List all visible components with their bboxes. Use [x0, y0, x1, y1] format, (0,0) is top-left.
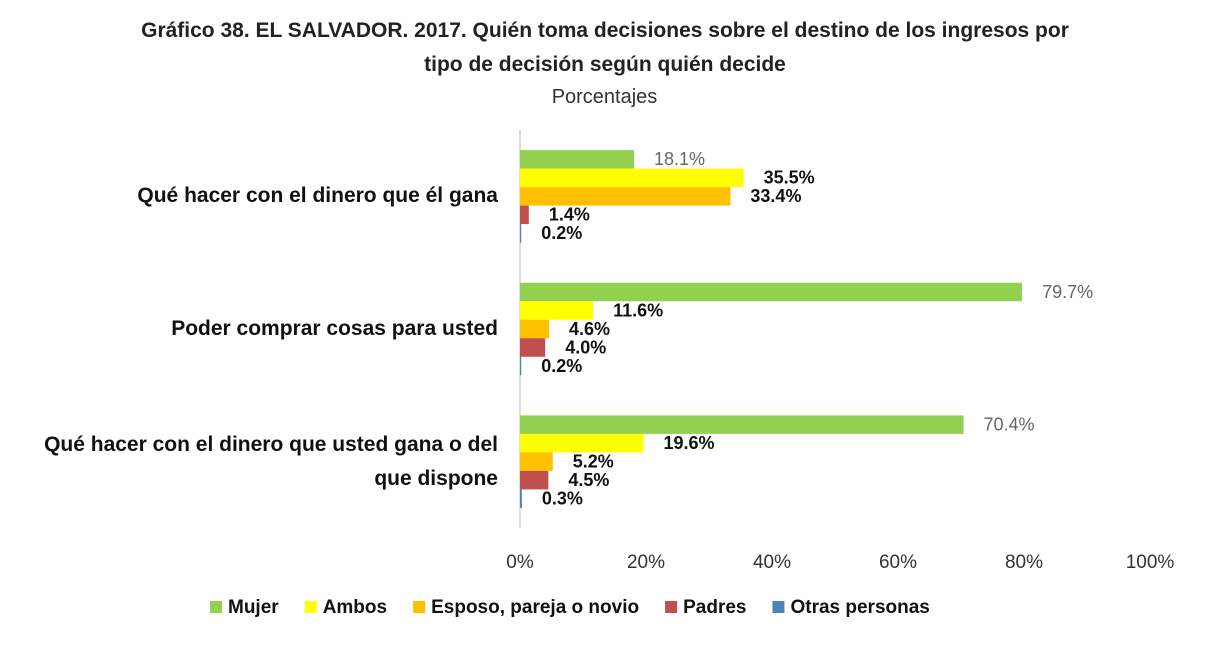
bar — [520, 282, 1023, 302]
value-label: 79.7% — [1042, 282, 1093, 302]
value-label: 11.6% — [613, 300, 663, 320]
legend-label: Mujer — [228, 597, 279, 618]
bar — [520, 433, 644, 453]
category-text: Poder comprar cosas para usted — [171, 317, 498, 340]
legend-label: Padres — [683, 597, 746, 618]
y-tick-label: Qué hacer con el dinero que él gana — [10, 156, 498, 236]
legend-swatch — [413, 601, 426, 613]
value-label: 0.3% — [542, 488, 583, 508]
bar — [520, 205, 529, 225]
bar — [520, 489, 522, 508]
chart-title: Gráfico 38. EL SALVADOR. 2017. Quién tom… — [141, 19, 1069, 76]
legend-label: Otras personas — [790, 597, 929, 618]
x-tick-label: 60% — [879, 552, 917, 573]
value-label: 0.2% — [541, 356, 582, 376]
bar — [520, 319, 549, 339]
bar — [520, 470, 549, 490]
value-label: 1.4% — [549, 205, 590, 225]
legend-swatch — [304, 601, 317, 613]
x-tick-label: 100% — [1126, 552, 1175, 573]
category-label: Qué hacer con el dinero que usted gana o… — [10, 422, 498, 502]
value-label: 18.1% — [654, 149, 705, 169]
value-label: 4.6% — [569, 319, 610, 339]
x-tick-label: 0% — [506, 552, 534, 573]
value-label: 4.5% — [568, 470, 609, 490]
bar — [520, 415, 964, 434]
legend-swatch — [772, 601, 785, 613]
y-tick-label: Qué hacer con el dinero que usted gana o… — [10, 422, 498, 502]
bar — [520, 187, 731, 206]
x-tick-label: 20% — [627, 552, 665, 573]
bar — [520, 150, 635, 169]
bar — [520, 224, 522, 243]
category-label: Poder comprar cosas para usted — [10, 289, 498, 369]
bar — [520, 452, 553, 471]
chart-subtitle: Porcentajes — [551, 86, 658, 108]
bar — [520, 168, 744, 188]
category-text: Qué hacer con el dinero que él gana — [137, 184, 498, 208]
value-label: 33.4% — [750, 186, 801, 206]
x-tick-label: 80% — [1005, 552, 1043, 573]
legend-swatch — [665, 601, 678, 613]
category-text: Qué hacer con el dinero que usted gana o… — [44, 432, 498, 490]
value-label: 5.2% — [573, 451, 614, 471]
legend-label: Ambos — [323, 597, 387, 618]
legend: Mujer Ambos Esposo, pareja o novio Padres Ot… — [210, 597, 930, 618]
value-label: 4.0% — [565, 337, 606, 357]
value-label: 0.2% — [541, 223, 582, 243]
bar — [520, 338, 546, 357]
legend-swatch — [210, 601, 222, 613]
value-label: 70.4% — [984, 414, 1035, 434]
y-tick-label: Poder comprar cosas para usted — [10, 289, 498, 369]
category-label: Qué hacer con el dinero que él gana — [10, 156, 498, 236]
value-label: 35.5% — [764, 168, 815, 188]
x-tick-label: 40% — [753, 552, 791, 573]
bar — [520, 356, 522, 376]
bar — [520, 301, 594, 320]
legend-label: Esposo, pareja o novio — [431, 597, 639, 618]
value-label: 19.6% — [663, 433, 714, 453]
